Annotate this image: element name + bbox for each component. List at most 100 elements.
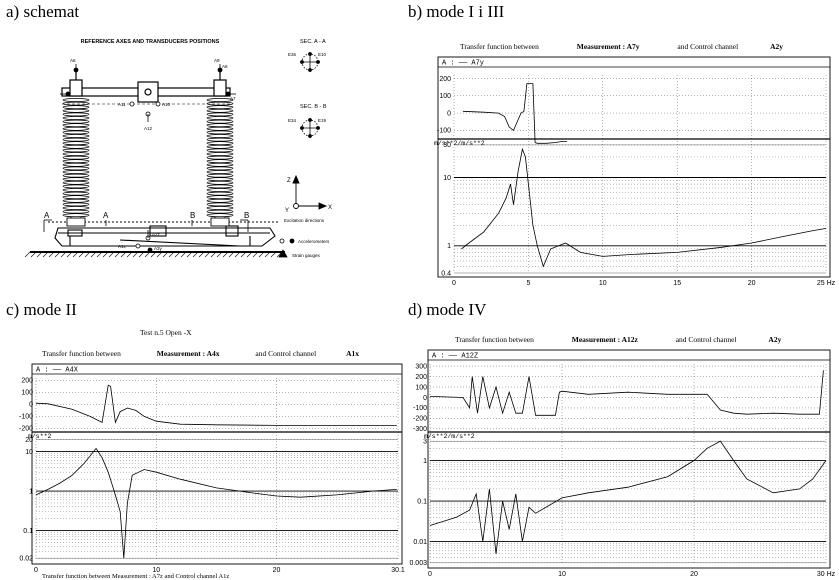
chart-c-phase-tick-label: 100	[21, 390, 33, 397]
label-a8: A8	[222, 64, 228, 69]
chart-d-mag-units: m/s**2/m/s**2	[424, 433, 475, 440]
chart-c-top-caption: Test n.5 Open -X	[140, 328, 192, 337]
chart-c-frame	[31, 363, 403, 565]
label-e34: E34	[288, 118, 297, 123]
chart-b-phase-tick-label: 100	[439, 93, 451, 100]
chart-c-phase-series	[35, 384, 397, 426]
sensor-markers	[60, 64, 236, 253]
chart-d-control-ch: A2y	[768, 335, 782, 344]
panel-label-c: c) mode II	[6, 300, 77, 319]
axis-z-label: Z	[287, 178, 291, 184]
chart-d-phase-tick-label: 300	[415, 363, 427, 370]
chart-c-mag-tick-label: 10	[25, 449, 33, 456]
panel-label-d: d) mode IV	[408, 300, 487, 319]
chart-b-phase-series	[462, 83, 568, 144]
chart-c: A : —— A4X2001000-100-200201010.10.02m/s…	[19, 363, 405, 574]
ground-line	[24, 251, 285, 258]
chart-d-phase-tick-label: 0	[423, 395, 427, 402]
chart-b-mag-tick-label: 0.4	[441, 270, 451, 277]
chart-c-measurement: Measurement : A4x	[156, 349, 220, 358]
left-insulator-column	[62, 98, 90, 227]
label-a10: A10	[162, 102, 171, 107]
excitation-axes	[292, 174, 328, 210]
chart-b-x-tick-label: 0	[452, 280, 456, 287]
chart-d-phase-tick-label: 100	[415, 384, 427, 391]
section-b-left: B	[190, 211, 195, 220]
chart-c-mag-tick-label: 20	[25, 437, 33, 444]
chart-c-x-tick-label: 30.1	[391, 567, 405, 574]
chart-b-mag-tick-label: 10	[443, 175, 451, 182]
chart-d-phase-tick-label: -200	[413, 416, 427, 423]
chart-c-bottom-caption: Transfer function between Measurement : …	[42, 573, 230, 580]
chart-d: A : —— A12Z3002001000-100-200-300310.10.…	[409, 349, 836, 578]
panel-label-a: a) schemat	[6, 2, 80, 21]
label-a6: A6	[70, 58, 76, 63]
chart-b: A : —— A7y2001000-100301010.4m/s**2/m/s*…	[434, 56, 836, 287]
schematic-drawing: REFERENCE AXES AND TRANSDUCERS POSITIONS	[24, 39, 332, 258]
legend-strain-gauges: Strain gauges	[292, 253, 321, 258]
label-a12: A12	[144, 126, 153, 131]
label-e19: E19	[318, 118, 327, 123]
chart-c-title-row: Transfer function between Measurement : …	[42, 349, 359, 358]
chart-b-x-tick-label: 5	[526, 280, 530, 287]
chart-d-title-prefix: Transfer function between	[455, 335, 534, 344]
label-a1x: A1x	[118, 244, 127, 249]
section-aa-view: SEC. A - A E36 E10	[288, 39, 327, 72]
chart-b-phase-tick-label: -100	[437, 128, 451, 135]
section-b-right: B	[244, 211, 249, 220]
label-a11: A11	[118, 102, 126, 107]
legend-accelerometers: Accelerometers	[298, 239, 330, 244]
chart-b-title-prefix: Transfer function between	[460, 42, 539, 51]
chart-b-phase-tick-label: 0	[447, 110, 451, 117]
chart-b-x-tick-label: 15	[673, 280, 681, 287]
chart-c-magnitude-series	[35, 447, 397, 559]
chart-d-x-tick-label: 20	[690, 571, 698, 578]
chart-d-x-tick-label: 30 Hz	[817, 571, 836, 578]
chart-b-mag-units: m/s**2/m/s**2	[434, 140, 485, 147]
chart-b-x-tick-label: 20	[748, 280, 756, 287]
chart-c-x-tick-label: 10	[152, 567, 160, 574]
label-e10: E10	[318, 52, 327, 57]
sec-aa-label: SEC. A - A	[300, 39, 326, 45]
chart-d-x-tick-label: 0	[428, 571, 432, 578]
chart-d-phase-tick-label: -100	[413, 405, 427, 412]
top-busbar	[61, 72, 232, 105]
chart-d-mag-tick-label: 3	[423, 439, 427, 446]
right-insulator-column	[206, 98, 234, 227]
sensor-labels: A6 A6 A8 A9 A7 A11 A10 A12 A2z A1x A3y	[70, 58, 236, 251]
axis-y-label: Y	[285, 208, 289, 214]
schematic-legend	[278, 238, 295, 258]
chart-c-control-ch: A1x	[346, 349, 360, 358]
panel-label-b: b) mode I i III	[408, 2, 505, 21]
chart-d-phase-tick-label: -300	[413, 426, 427, 433]
section-lines	[43, 219, 249, 232]
chart-c-phase-tick-label: -200	[19, 426, 33, 433]
chart-b-measurement: Measurement : A7y	[576, 42, 640, 51]
label-a7: A7	[230, 96, 236, 101]
chart-d-mag-tick-label: 0.003	[409, 560, 427, 567]
schematic-title: REFERENCE AXES AND TRANSDUCERS POSITIONS	[81, 39, 220, 45]
chart-d-title-row: Transfer function between Measurement : …	[455, 335, 781, 344]
section-bb-view: SEC. B - B E34 E19	[288, 104, 327, 138]
chart-c-phase-tick-label: 200	[21, 378, 33, 385]
chart-c-phase-tick-label: -100	[19, 414, 33, 421]
section-a-right: A	[103, 211, 109, 220]
section-a-left: A	[44, 211, 50, 220]
chart-c-title-prefix: Transfer function between	[42, 349, 121, 358]
chart-d-phase-series	[429, 370, 824, 416]
label-a2z: A2z	[152, 232, 161, 237]
chart-c-mag-tick-label: 0.02	[19, 555, 33, 562]
chart-c-mag-tick-label: 0.1	[23, 528, 33, 535]
chart-c-control: and Control channel	[255, 349, 317, 358]
chart-c-mag-tick-label: 1	[29, 488, 33, 495]
chart-c-mag-units: m/s**2	[28, 433, 52, 440]
section-marks: A A B B	[44, 211, 249, 220]
chart-b-magnitude-series	[461, 147, 827, 268]
chart-c-legend: A : —— A4X	[36, 367, 79, 375]
chart-b-title-row: Transfer function between Measurement : …	[460, 42, 783, 51]
axis-x-label: X	[328, 205, 332, 211]
label-a9: A9	[214, 58, 220, 63]
chart-b-control-ch: A2y	[770, 42, 784, 51]
chart-d-mag-tick-label: 0.01	[413, 539, 427, 546]
chart-b-phase-tick-label: 200	[439, 76, 451, 83]
